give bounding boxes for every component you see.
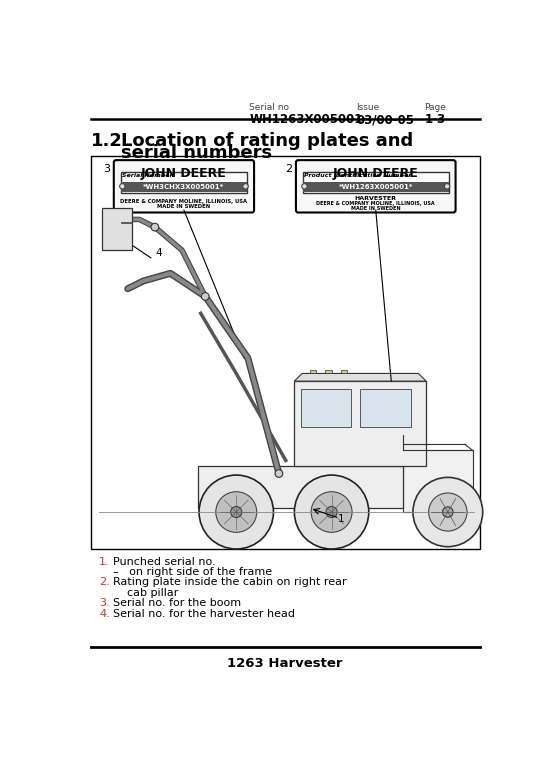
- Text: 3: 3: [104, 164, 110, 174]
- Bar: [121, 182, 247, 192]
- Text: *WH3CHX3X005001*: *WH3CHX3X005001*: [143, 184, 224, 190]
- Polygon shape: [295, 373, 426, 381]
- Bar: [121, 172, 247, 193]
- Bar: [295, 381, 426, 466]
- Circle shape: [326, 506, 337, 518]
- Bar: [303, 182, 448, 192]
- Text: 1: 1: [338, 513, 344, 524]
- Text: Serial Number: Serial Number: [123, 173, 173, 178]
- Text: JOHN DEERE: JOHN DEERE: [333, 167, 419, 180]
- Text: Serial no: Serial no: [250, 103, 290, 112]
- Text: –   on right side of the frame: – on right side of the frame: [113, 567, 272, 577]
- Text: Issue: Issue: [356, 103, 380, 112]
- Circle shape: [295, 475, 369, 549]
- Circle shape: [443, 507, 453, 517]
- Text: Serial no. for the boom: Serial no. for the boom: [113, 598, 241, 609]
- Text: 2.: 2.: [99, 578, 110, 587]
- Text: MADE IN SWEDEN: MADE IN SWEDEN: [157, 204, 211, 209]
- Text: 1-3: 1-3: [424, 113, 446, 126]
- Text: *WH1263X005001*: *WH1263X005001*: [339, 184, 413, 190]
- Bar: [310, 369, 316, 373]
- FancyBboxPatch shape: [114, 160, 254, 213]
- FancyBboxPatch shape: [360, 389, 411, 428]
- Text: DEERE & COMPANY MOLINE, ILLINOIS, USA: DEERE & COMPANY MOLINE, ILLINOIS, USA: [120, 199, 247, 204]
- FancyBboxPatch shape: [296, 160, 456, 213]
- Text: cab pillar: cab pillar: [113, 588, 178, 598]
- Circle shape: [120, 184, 125, 189]
- Circle shape: [199, 475, 273, 549]
- Text: Punched serial no.: Punched serial no.: [113, 556, 216, 567]
- Text: HARVESTER: HARVESTER: [355, 196, 397, 201]
- Text: WH1263X005001-: WH1263X005001-: [250, 113, 368, 126]
- Circle shape: [444, 184, 449, 189]
- Bar: [303, 172, 448, 193]
- Text: 1263 Harvester: 1263 Harvester: [227, 657, 343, 670]
- Circle shape: [243, 184, 248, 189]
- Bar: [198, 466, 403, 508]
- Text: JOHN DEERE: JOHN DEERE: [141, 167, 227, 180]
- Circle shape: [275, 469, 283, 478]
- Circle shape: [216, 492, 257, 532]
- Bar: [325, 369, 331, 373]
- Text: 1.2: 1.2: [91, 132, 123, 151]
- Bar: [91, 156, 480, 549]
- Text: Rating plate inside the cabin on right rear: Rating plate inside the cabin on right r…: [113, 578, 346, 587]
- Circle shape: [413, 478, 483, 547]
- Text: 4.: 4.: [99, 609, 110, 618]
- Text: DEERE & COMPANY MOLINE, ILLINOIS, USA: DEERE & COMPANY MOLINE, ILLINOIS, USA: [316, 201, 435, 206]
- Text: serial numbers: serial numbers: [121, 144, 272, 162]
- Bar: [341, 369, 347, 373]
- Text: 3.: 3.: [99, 598, 110, 609]
- Circle shape: [429, 493, 467, 531]
- Circle shape: [311, 492, 352, 532]
- Text: Product Identification Number: Product Identification Number: [305, 173, 412, 178]
- Text: Serial no. for the harvester head: Serial no. for the harvester head: [113, 609, 295, 618]
- Circle shape: [231, 506, 242, 518]
- FancyBboxPatch shape: [301, 389, 351, 428]
- Bar: [102, 208, 131, 251]
- Text: 1.: 1.: [99, 556, 110, 567]
- Text: 4: 4: [155, 248, 162, 258]
- Text: Page: Page: [424, 103, 447, 112]
- Polygon shape: [403, 450, 473, 512]
- Text: Location of rating plates and: Location of rating plates and: [121, 132, 413, 151]
- Circle shape: [302, 184, 307, 189]
- Circle shape: [202, 292, 209, 301]
- Text: 2: 2: [285, 164, 292, 174]
- Text: 03/00-05: 03/00-05: [356, 113, 414, 126]
- Text: MADE IN SWEDEN: MADE IN SWEDEN: [351, 206, 400, 210]
- Circle shape: [151, 223, 159, 231]
